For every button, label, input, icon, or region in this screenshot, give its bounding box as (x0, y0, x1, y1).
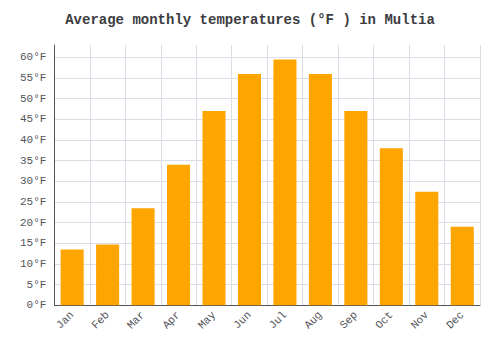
svg-text:40°F: 40°F (20, 134, 46, 146)
svg-text:25°F: 25°F (20, 196, 46, 208)
svg-text:35°F: 35°F (20, 155, 46, 167)
svg-text:Sep: Sep (338, 309, 360, 331)
svg-text:Jan: Jan (54, 309, 76, 331)
svg-text:Average monthly temperatures (: Average monthly temperatures (°F ) in Mu… (65, 12, 435, 28)
svg-text:Apr: Apr (160, 309, 182, 331)
svg-text:50°F: 50°F (20, 93, 46, 105)
svg-text:Dec: Dec (444, 309, 466, 331)
svg-text:55°F: 55°F (20, 72, 46, 84)
svg-text:Aug: Aug (302, 309, 324, 331)
svg-text:60°F: 60°F (20, 51, 46, 63)
svg-text:30°F: 30°F (20, 175, 46, 187)
svg-text:Nov: Nov (409, 309, 432, 332)
svg-text:0°F: 0°F (27, 299, 47, 311)
svg-text:Oct: Oct (373, 309, 395, 331)
svg-text:15°F: 15°F (20, 237, 46, 249)
svg-text:5°F: 5°F (27, 279, 47, 291)
svg-text:May: May (196, 309, 219, 332)
svg-text:10°F: 10°F (20, 258, 46, 270)
svg-text:Mar: Mar (125, 309, 147, 331)
svg-text:20°F: 20°F (20, 217, 46, 229)
svg-text:45°F: 45°F (20, 113, 46, 125)
svg-text:Jul: Jul (267, 309, 289, 331)
svg-text:Feb: Feb (89, 309, 111, 331)
svg-text:Jun: Jun (231, 309, 253, 331)
